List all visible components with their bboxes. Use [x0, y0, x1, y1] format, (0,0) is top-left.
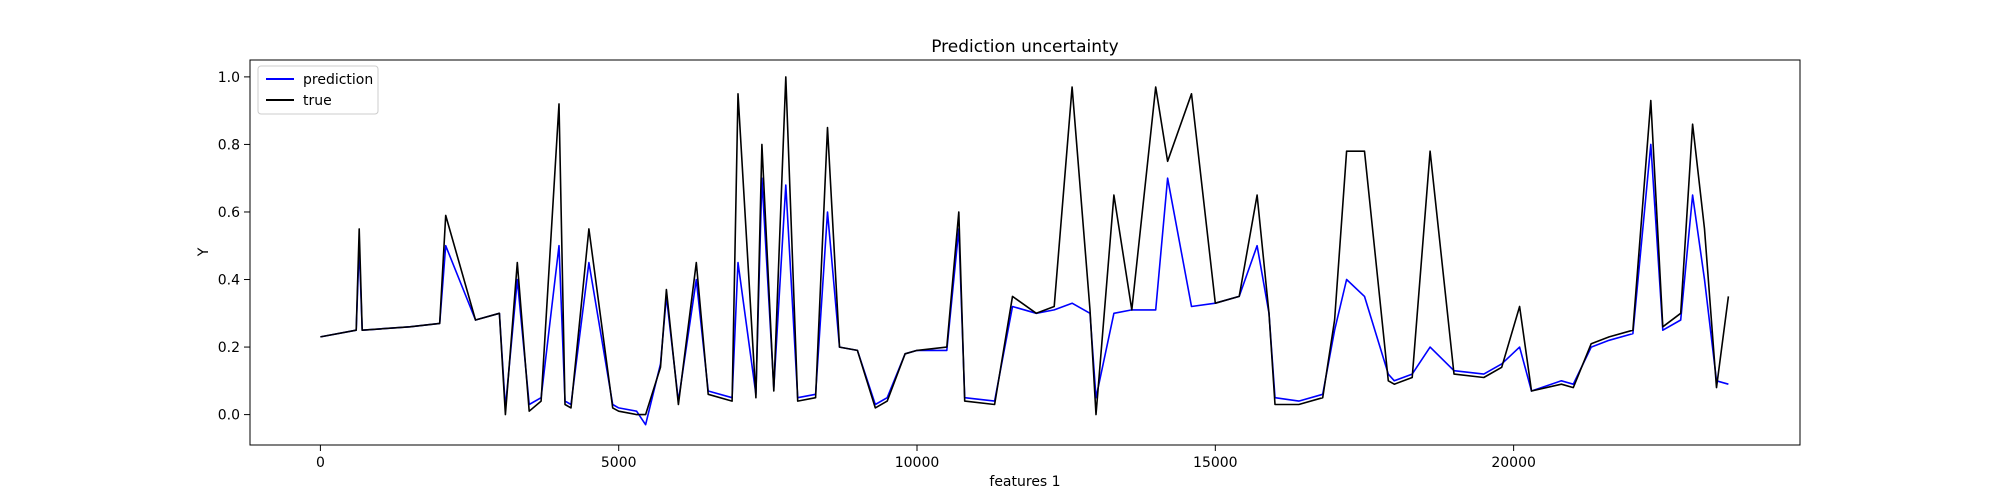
y-tick-label: 0.4 — [218, 273, 240, 289]
x-tick-label: 0 — [316, 455, 325, 471]
y-axis: 0.0 0.2 0.4 0.6 0.8 1.0 — [218, 70, 250, 424]
y-tick-label: 0.6 — [218, 205, 240, 221]
x-tick-label: 20000 — [1491, 455, 1536, 471]
x-axis: 0 5000 10000 15000 20000 — [316, 445, 1536, 471]
plot-frame — [249, 59, 1801, 446]
y-tick-label: 1.0 — [218, 70, 240, 86]
x-tick-label: 10000 — [895, 455, 940, 471]
series-layer — [320, 76, 1730, 426]
legend: prediction true — [257, 65, 379, 115]
chart-title: Prediction uncertainty — [931, 37, 1119, 57]
plot-area — [249, 59, 1801, 446]
series-line-true — [320, 76, 1730, 416]
legend-label-prediction: prediction — [303, 72, 373, 88]
legend-label-true: true — [303, 93, 332, 109]
y-tick-label: 0.8 — [218, 137, 240, 153]
x-axis-label: features 1 — [989, 474, 1060, 490]
x-tick-label: 15000 — [1193, 455, 1238, 471]
x-tick-label: 5000 — [601, 455, 637, 471]
y-axis-label: Y — [196, 247, 212, 257]
y-tick-label: 0.2 — [218, 340, 240, 356]
y-tick-label: 0.0 — [218, 408, 240, 424]
